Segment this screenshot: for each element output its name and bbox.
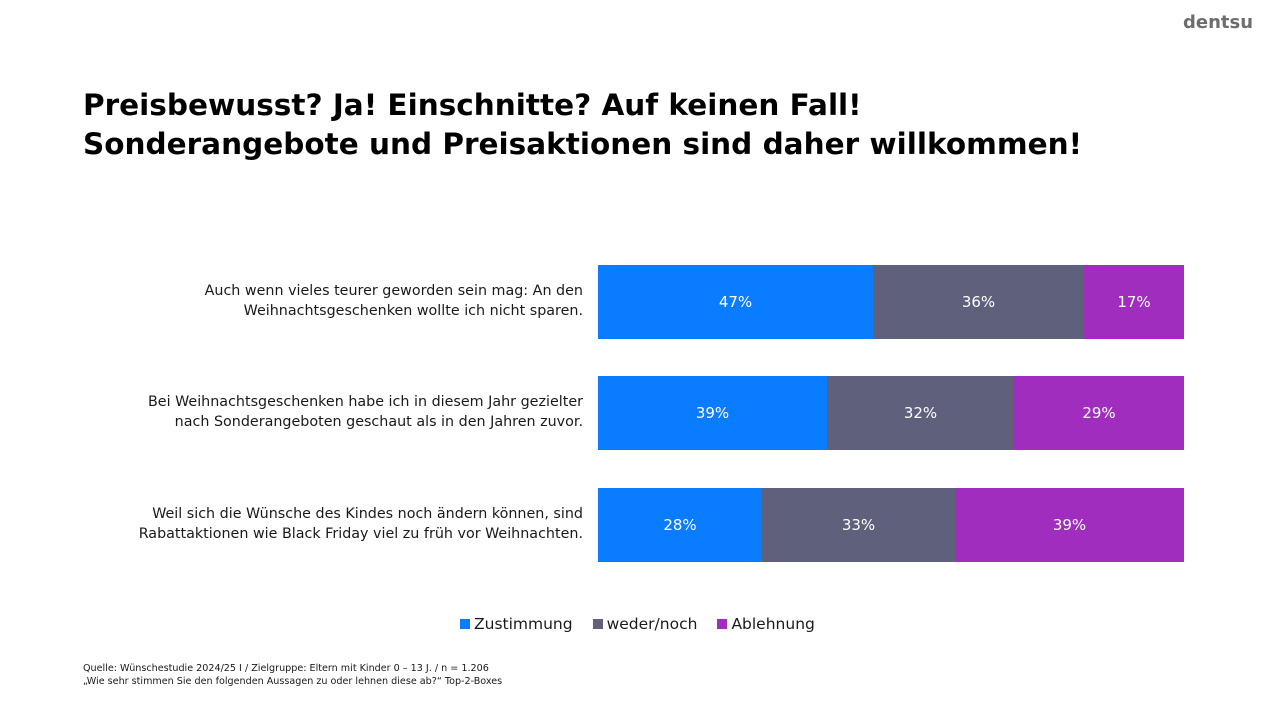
data-label: 47% bbox=[718, 293, 753, 311]
bar-segment-zustimmung: 28% bbox=[598, 488, 762, 562]
bar-segment-ablehnung: 17% bbox=[1084, 265, 1184, 339]
data-label: 29% bbox=[1082, 404, 1116, 422]
legend-label: Ablehnung bbox=[731, 615, 815, 633]
category-label-line: nach Sonderangeboten geschaut als in den… bbox=[174, 413, 583, 430]
page-title: Preisbewusst? Ja! Einschnitte? Auf keine… bbox=[83, 86, 1082, 164]
legend-item: Ablehnung bbox=[717, 615, 815, 633]
bar-segment-ablehnung: 29% bbox=[1014, 376, 1184, 450]
bar-segment-ablehnung: 39% bbox=[955, 488, 1184, 562]
category-label-line: Weihnachtsgeschenken wollte ich nicht sp… bbox=[243, 302, 583, 319]
bar-segment-weder-noch: 32% bbox=[827, 376, 1014, 450]
bar-row: 28% 33% 39% bbox=[598, 488, 1184, 562]
legend-item: Zustimmung bbox=[460, 615, 573, 633]
bar-row: 47% 36% 17% bbox=[598, 265, 1184, 339]
bar-segment-weder-noch: 33% bbox=[762, 488, 955, 562]
data-label: 39% bbox=[695, 404, 730, 422]
data-label: 36% bbox=[961, 293, 996, 311]
bar-segment-zustimmung: 39% bbox=[598, 376, 827, 450]
dentsu-logo: dentsu bbox=[1183, 12, 1254, 33]
data-label: 28% bbox=[663, 516, 697, 534]
legend-item: weder/noch bbox=[592, 615, 698, 633]
legend-swatch-icon bbox=[592, 619, 603, 629]
category-label: Bei Weihnachtsgeschenken habe ich in die… bbox=[63, 393, 583, 432]
source-text: Quelle: Wünschestudie 2024/25 I / Zielgr… bbox=[83, 663, 489, 674]
category-label-line: Bei Weihnachtsgeschenken habe ich in die… bbox=[148, 394, 583, 410]
data-label: 32% bbox=[903, 404, 938, 422]
legend-swatch-icon bbox=[717, 619, 728, 629]
category-label-line: Rabattaktionen wie Black Friday viel zu … bbox=[138, 525, 583, 542]
title-line-1: Preisbewusst? Ja! Einschnitte? Auf keine… bbox=[83, 88, 862, 122]
data-label: 17% bbox=[1117, 293, 1151, 311]
question-text: „Wie sehr stimmen Sie den folgenden Auss… bbox=[83, 676, 503, 687]
bar-segment-zustimmung: 47% bbox=[598, 265, 873, 339]
source-footnote: Quelle: Wünschestudie 2024/25 I / Zielgr… bbox=[83, 662, 502, 688]
category-label-line: Weil sich die Wünsche des Kindes noch än… bbox=[152, 506, 583, 522]
title-line-2: Sonderangebote und Preisaktionen sind da… bbox=[83, 127, 1083, 161]
category-label: Auch wenn vieles teurer geworden sein ma… bbox=[63, 282, 583, 321]
bar-row: 39% 32% 29% bbox=[598, 376, 1184, 450]
chart-legend: Zustimmung weder/noch Ablehnung bbox=[460, 615, 835, 633]
category-label: Weil sich die Wünsche des Kindes noch än… bbox=[63, 505, 583, 544]
bar-segment-weder-noch: 36% bbox=[873, 265, 1084, 339]
legend-label: Zustimmung bbox=[474, 615, 573, 633]
data-label: 33% bbox=[841, 516, 876, 534]
legend-label: weder/noch bbox=[606, 615, 698, 633]
legend-swatch-icon bbox=[460, 619, 470, 629]
category-label-line: Auch wenn vieles teurer geworden sein ma… bbox=[204, 283, 583, 299]
data-label: 39% bbox=[1052, 516, 1087, 534]
